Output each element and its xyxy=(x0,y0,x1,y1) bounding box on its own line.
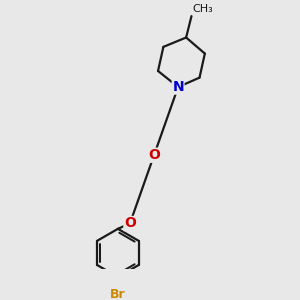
Text: CH₃: CH₃ xyxy=(193,4,214,14)
Text: N: N xyxy=(172,80,184,94)
Text: Br: Br xyxy=(110,288,126,300)
Text: O: O xyxy=(148,148,160,162)
Text: O: O xyxy=(124,217,136,230)
